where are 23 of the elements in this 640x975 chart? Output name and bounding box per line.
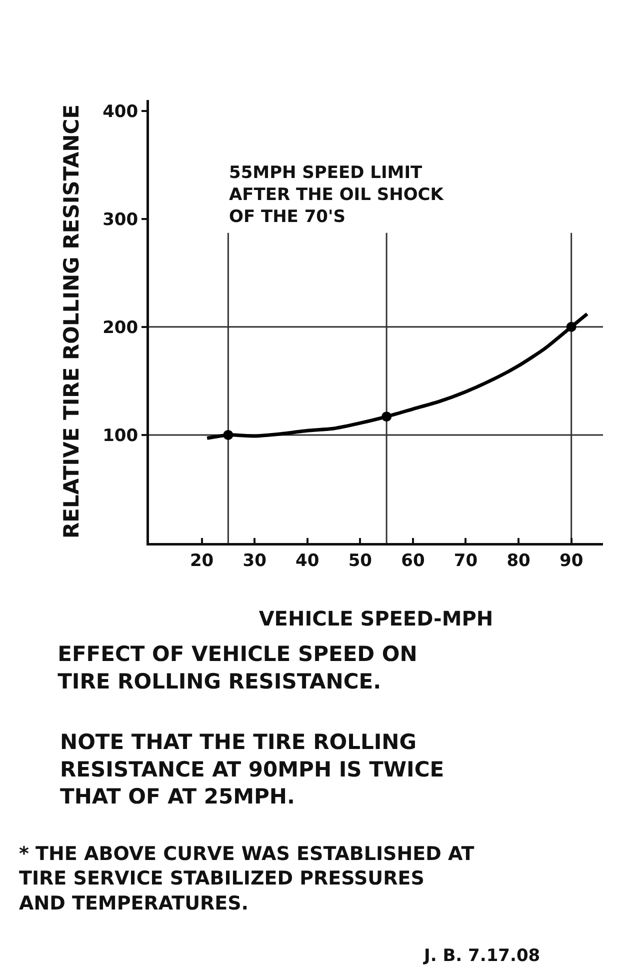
x-tick-label: 40: [296, 550, 320, 571]
y-tick-label: 100: [102, 426, 138, 446]
x-tick-label: 20: [190, 550, 214, 571]
y-tick-label: 200: [102, 318, 138, 338]
x-tick-label: 90: [559, 550, 584, 571]
ref-line-label: 55MPH SPEED LIMIT AFTER THE OIL SHOCK OF THE 70'S: [229, 163, 444, 228]
y-axis-title: RELATIVE TIRE ROLLING RESISTANCE: [60, 104, 84, 539]
x-tick-label: 50: [348, 550, 372, 571]
point: [223, 430, 234, 440]
x-tick-label: 60: [401, 550, 425, 571]
y-tick-label: 300: [102, 210, 138, 230]
text: * THE ABOVE CURVE WAS ESTABLISHED AT TIRE SERVICE STABILIZED PRESSURES AND TEMPERATURES.: [19, 843, 474, 914]
x-tick-label: 30: [242, 550, 267, 571]
text: NOTE THAT THE TIRE ROLLING RESISTANCE AT 90MPH IS TWICE THAT OF AT 25MPH.: [60, 730, 444, 809]
text: J. B. 7.17.08: [423, 946, 540, 966]
x-tick-label: 70: [454, 550, 478, 571]
point: [566, 322, 576, 332]
point: [382, 412, 392, 422]
x-axis-title: VEHICLE SPEED-MPH: [258, 606, 494, 631]
text: EFFECT OF VEHICLE SPEED ON TIRE ROLLING RESISTANCE.: [58, 642, 418, 694]
y-tick-label: 400: [102, 102, 138, 122]
line-series: [205, 312, 589, 440]
x-tick-label: 80: [506, 550, 531, 571]
